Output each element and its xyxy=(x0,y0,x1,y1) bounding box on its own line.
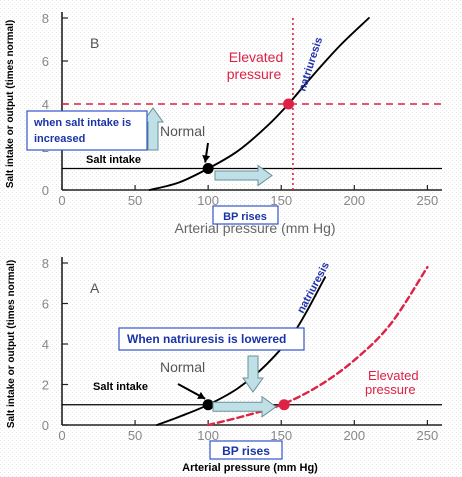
series-line-elevated-pressure xyxy=(207,265,429,427)
x-tick-label: 150 xyxy=(270,193,292,208)
normal-label: Normal xyxy=(160,359,205,375)
callout-text-line1: when salt intake is xyxy=(33,117,131,129)
salt-intake-label: Salt intake xyxy=(93,381,148,393)
bp-rises-label: BP rises xyxy=(223,211,267,223)
y-tick-label: 6 xyxy=(42,54,49,69)
x-tick-label: 250 xyxy=(417,428,439,443)
y-tick-label: 2 xyxy=(42,378,49,393)
bp-rises-arrow xyxy=(212,395,277,418)
bp-rises-box xyxy=(212,205,279,225)
point-normal xyxy=(202,399,214,411)
elevated-label-line1: Elevated xyxy=(368,368,419,383)
x-tick-label: 100 xyxy=(197,193,219,208)
panel-label: A xyxy=(90,280,100,296)
y-tick-label: 8 xyxy=(42,11,49,26)
x-tick-label: 0 xyxy=(58,428,65,443)
y-tick-label: 4 xyxy=(42,97,49,112)
y-tick-label: 0 xyxy=(42,183,49,198)
x-tick-label: 50 xyxy=(128,193,142,208)
y-axis-title: Salt intake or output (times normal) xyxy=(6,260,17,428)
callout-box xyxy=(118,327,305,351)
x-tick-label: 50 xyxy=(128,428,142,443)
panel-label: B xyxy=(90,35,99,51)
callout-text-line1: When natriuresis is lowered xyxy=(127,332,286,346)
elevated-label-line2: pressure xyxy=(365,382,416,397)
bp-rises-box xyxy=(209,440,283,460)
x-axis-title: Arterial pressure (mm Hg) xyxy=(182,462,318,474)
series-line-natriuresis xyxy=(148,17,370,191)
y-axis-title: Salt intake or output (times normal) xyxy=(5,20,16,188)
callout-text-line2: increased xyxy=(34,133,85,145)
x-tick-label: 100 xyxy=(197,428,219,443)
normal-pointer-arrow-head xyxy=(202,154,211,163)
y-tick-label: 4 xyxy=(42,337,49,352)
lowered-down-arrow xyxy=(242,355,264,393)
point-normal xyxy=(202,163,214,174)
x-tick-label: 150 xyxy=(270,428,292,443)
callout-box xyxy=(26,110,148,151)
y-tick-label: 6 xyxy=(42,297,49,312)
y-tick-label: 8 xyxy=(42,256,49,271)
x-tick-label: 0 xyxy=(58,193,65,208)
y-tick-label: 0 xyxy=(42,418,49,433)
bp-rises-arrow xyxy=(214,164,273,187)
salt-intake-label: Salt intake xyxy=(86,154,141,166)
x-tick-label: 200 xyxy=(343,428,365,443)
x-tick-label: 250 xyxy=(417,193,439,208)
elevated-label-line2: pressure xyxy=(227,66,282,82)
normal-pointer-arrow-head xyxy=(197,391,206,399)
point-elevated-pressure xyxy=(283,98,295,110)
normal-label: Normal xyxy=(160,123,205,139)
bp-rises-label: BP rises xyxy=(222,444,270,458)
elevated-label-line1: Elevated xyxy=(229,49,283,65)
x-tick-label: 200 xyxy=(343,193,365,208)
point-elevated-pressure xyxy=(278,399,290,411)
panel-a: 0 2 4 6 8 0 50 100 150 200 250 A Arterial pressure (… xyxy=(6,256,442,474)
